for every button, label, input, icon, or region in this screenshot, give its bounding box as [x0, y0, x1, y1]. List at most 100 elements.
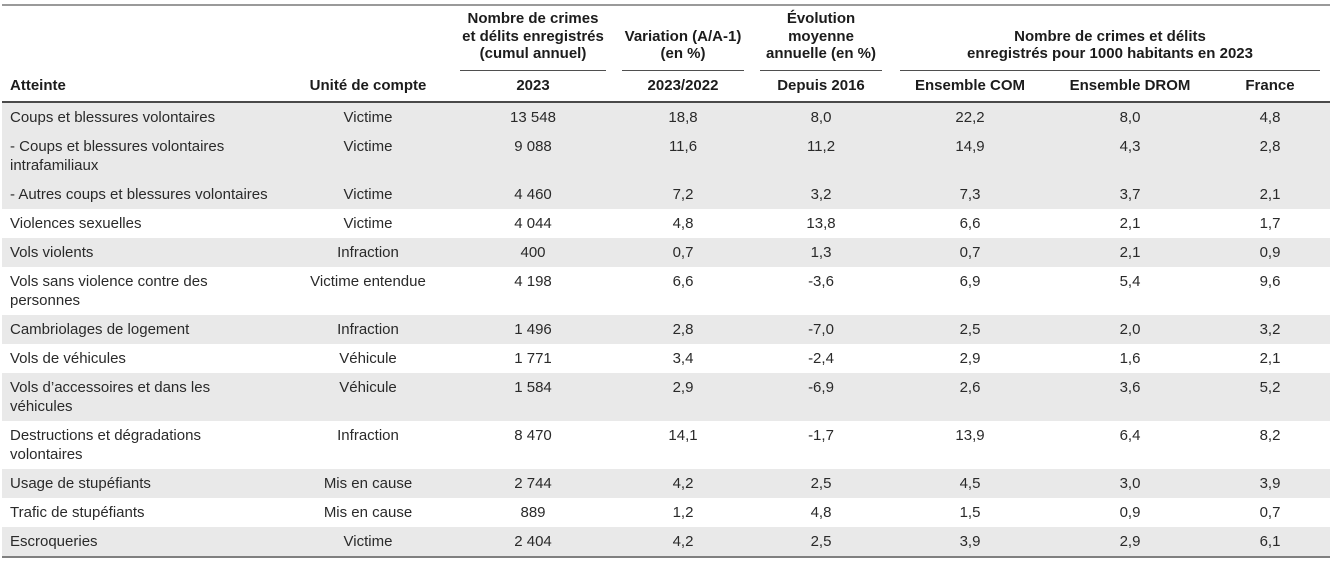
- column-group-row: Nombre de crimes et délits enregistrés (…: [2, 5, 1330, 72]
- cell-unite: Victime: [343, 109, 393, 127]
- cell-com: 7,3: [959, 186, 981, 204]
- cell-variation: 2,9: [672, 379, 694, 397]
- cell-variation: 4,2: [672, 475, 694, 493]
- cell-com: 2,5: [959, 321, 981, 339]
- column-header-2023: 2023: [516, 77, 550, 95]
- cell-unite: Mis en cause: [323, 475, 413, 493]
- cell-atteinte: Usage de stupéfiants: [10, 475, 151, 493]
- cell-2023: 2 744: [514, 475, 552, 493]
- cell-evolution: 1,3: [810, 244, 832, 262]
- cell-2023: 9 088: [514, 138, 552, 156]
- cell-2023: 4 044: [514, 215, 552, 233]
- table-row: Trafic de stupéfiants Mis en cause 889 1…: [2, 498, 1330, 527]
- cell-drom: 6,4: [1119, 427, 1141, 445]
- column-header-atteinte: Atteinte: [10, 77, 66, 95]
- column-group-evolution: Évolution moyenne annuelle (en %): [752, 5, 890, 72]
- cell-variation: 14,1: [668, 427, 698, 445]
- cell-atteinte: Vols violents: [10, 244, 94, 262]
- cell-evolution: 11,2: [806, 138, 836, 156]
- cell-unite: Mis en cause: [323, 504, 413, 522]
- cell-france: 3,2: [1259, 321, 1281, 339]
- cell-unite: Infraction: [337, 321, 399, 339]
- cell-com: 6,9: [959, 273, 981, 291]
- table-row: Usage de stupéfiants Mis en cause 2 744 …: [2, 469, 1330, 499]
- cell-evolution: 2,5: [810, 533, 832, 551]
- table-row: Vols sans violence contre des personnes …: [2, 267, 1330, 315]
- cell-com: 2,6: [959, 379, 981, 397]
- cell-com: 3,9: [959, 533, 981, 551]
- cell-com: 13,9: [955, 427, 985, 445]
- table-row: Escroqueries Victime 2 404 4,2 2,5 3,9 2…: [2, 527, 1330, 558]
- cell-atteinte: Vols sans violence contre des personnes: [10, 273, 208, 310]
- cell-variation: 7,2: [672, 186, 694, 204]
- column-group-per-1000: Nombre de crimes et délits enregistrés p…: [890, 5, 1330, 72]
- column-header-row: Atteinte Unité de compte 2023 2023/2022 …: [2, 71, 1330, 103]
- cell-atteinte: Coups et blessures volontaires: [10, 109, 216, 127]
- column-group-empty: [2, 5, 452, 71]
- cell-drom: 4,3: [1119, 138, 1141, 156]
- cell-drom: 2,0: [1119, 321, 1141, 339]
- cell-unite: Infraction: [337, 244, 399, 262]
- table-header: Nombre de crimes et délits enregistrés (…: [2, 5, 1330, 103]
- cell-2023: 2 404: [514, 533, 552, 551]
- crime-stats-table: Nombre de crimes et délits enregistrés (…: [2, 4, 1330, 559]
- cell-france: 8,2: [1259, 427, 1281, 445]
- cell-drom: 3,6: [1119, 379, 1141, 397]
- cell-com: 6,6: [959, 215, 981, 233]
- cell-com: 4,5: [959, 475, 981, 493]
- cell-variation: 18,8: [668, 109, 698, 127]
- cell-variation: 0,7: [672, 244, 694, 262]
- table-row: - Autres coups et blessures volontaires …: [2, 180, 1330, 210]
- cell-com: 1,5: [959, 504, 981, 522]
- cell-drom: 2,9: [1119, 533, 1141, 551]
- cell-evolution: 2,5: [810, 475, 832, 493]
- cell-2023: 400: [520, 244, 546, 262]
- cell-atteinte: Vols de véhicules: [10, 350, 126, 368]
- cell-atteinte: Violences sexuelles: [10, 215, 142, 233]
- column-group-cumul: Nombre de crimes et délits enregistrés (…: [452, 5, 614, 72]
- cell-unite: Victime: [343, 186, 393, 204]
- cell-variation: 4,8: [672, 215, 694, 233]
- cell-variation: 6,6: [672, 273, 694, 291]
- cell-evolution: -1,7: [808, 427, 834, 445]
- cell-2023: 13 548: [510, 109, 556, 127]
- cell-france: 6,1: [1259, 533, 1281, 551]
- cell-evolution: 4,8: [810, 504, 832, 522]
- table-row: Vols de véhicules Véhicule 1 771 3,4 -2,…: [2, 344, 1330, 373]
- cell-2023: 1 584: [514, 379, 552, 397]
- cell-unite: Victime: [343, 533, 393, 551]
- cell-variation: 1,2: [672, 504, 694, 522]
- table-row: Destructions et dégradations volontaires…: [2, 421, 1330, 469]
- cell-france: 9,6: [1259, 273, 1281, 291]
- cell-variation: 11,6: [668, 138, 698, 156]
- cell-2023: 4 198: [514, 273, 552, 291]
- cell-atteinte: - Coups et blessures volontaires intrafa…: [10, 138, 225, 175]
- table-row: Violences sexuelles Victime 4 044 4,8 13…: [2, 209, 1330, 238]
- cell-variation: 4,2: [672, 533, 694, 551]
- cell-atteinte: Destructions et dégradations volontaires: [10, 427, 201, 464]
- cell-com: 22,2: [955, 109, 985, 127]
- cell-evolution: -6,9: [808, 379, 834, 397]
- table-row: Cambriolages de logement Infraction 1 49…: [2, 315, 1330, 345]
- cell-unite: Victime: [343, 138, 393, 156]
- cell-atteinte: Cambriolages de logement: [10, 321, 190, 339]
- cell-evolution: -3,6: [808, 273, 834, 291]
- column-header-ensemble-drom: Ensemble DROM: [1069, 77, 1191, 95]
- cell-drom: 2,1: [1119, 244, 1141, 262]
- cell-variation: 2,8: [672, 321, 694, 339]
- cell-2023: 889: [520, 504, 546, 522]
- cell-com: 2,9: [959, 350, 981, 368]
- cell-france: 2,8: [1259, 138, 1281, 156]
- cell-france: 0,7: [1259, 504, 1281, 522]
- cell-france: 5,2: [1259, 379, 1281, 397]
- cell-france: 4,8: [1259, 109, 1281, 127]
- cell-france: 3,9: [1259, 475, 1281, 493]
- column-header-2023-2022: 2023/2022: [647, 77, 719, 95]
- cell-2023: 4 460: [514, 186, 552, 204]
- cell-atteinte: Vols d’accessoires et dans les véhicules: [10, 379, 211, 416]
- cell-variation: 3,4: [672, 350, 694, 368]
- cell-france: 1,7: [1259, 215, 1281, 233]
- cell-unite: Victime entendue: [310, 273, 426, 291]
- cell-unite: Véhicule: [339, 350, 397, 368]
